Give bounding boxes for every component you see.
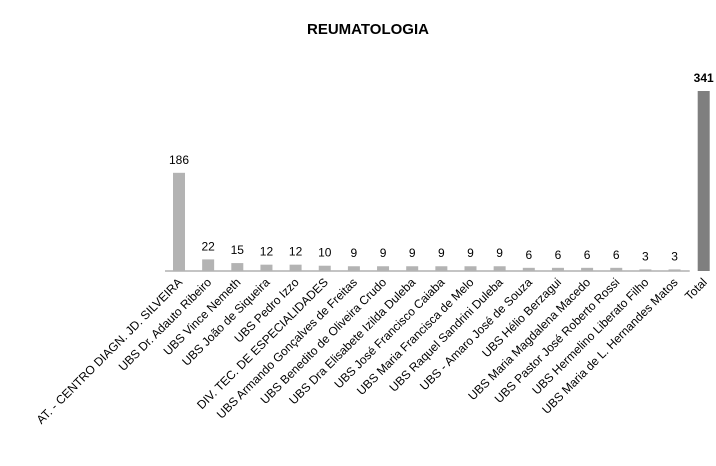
data-label: 341 [694, 71, 714, 85]
bar [522, 267, 535, 271]
bar [289, 264, 302, 271]
data-label: 10 [318, 246, 332, 260]
bar [581, 267, 594, 271]
data-label: 6 [613, 248, 620, 262]
bar [406, 266, 419, 271]
bar [639, 269, 652, 271]
chart-title: REUMATOLOGIA [307, 21, 429, 38]
data-label: 12 [289, 245, 303, 259]
bar [668, 269, 681, 271]
data-label: 12 [260, 245, 274, 259]
data-label: 186 [169, 153, 189, 167]
bar [318, 265, 331, 271]
bar [347, 266, 360, 271]
bar [173, 172, 185, 271]
bar [435, 266, 448, 271]
bar [260, 264, 273, 271]
x-tick-label: Total [682, 275, 710, 303]
data-label: 15 [231, 243, 245, 257]
bar [377, 266, 390, 271]
data-label: 3 [642, 249, 649, 263]
data-label: 9 [380, 246, 387, 260]
data-label: 9 [409, 246, 416, 260]
data-label: 9 [438, 246, 445, 260]
data-label: 22 [201, 239, 215, 253]
bar [231, 263, 244, 271]
data-label: 3 [671, 249, 678, 263]
data-label: 9 [467, 246, 474, 260]
data-label: 6 [525, 248, 532, 262]
bar [464, 266, 477, 271]
data-label: 6 [555, 248, 562, 262]
bar [493, 266, 506, 271]
data-label: 9 [496, 246, 503, 260]
bar [202, 259, 215, 271]
data-label: 6 [584, 248, 591, 262]
bar [610, 267, 623, 271]
data-label: 9 [351, 246, 358, 260]
bar [697, 91, 710, 271]
bar [551, 267, 564, 271]
